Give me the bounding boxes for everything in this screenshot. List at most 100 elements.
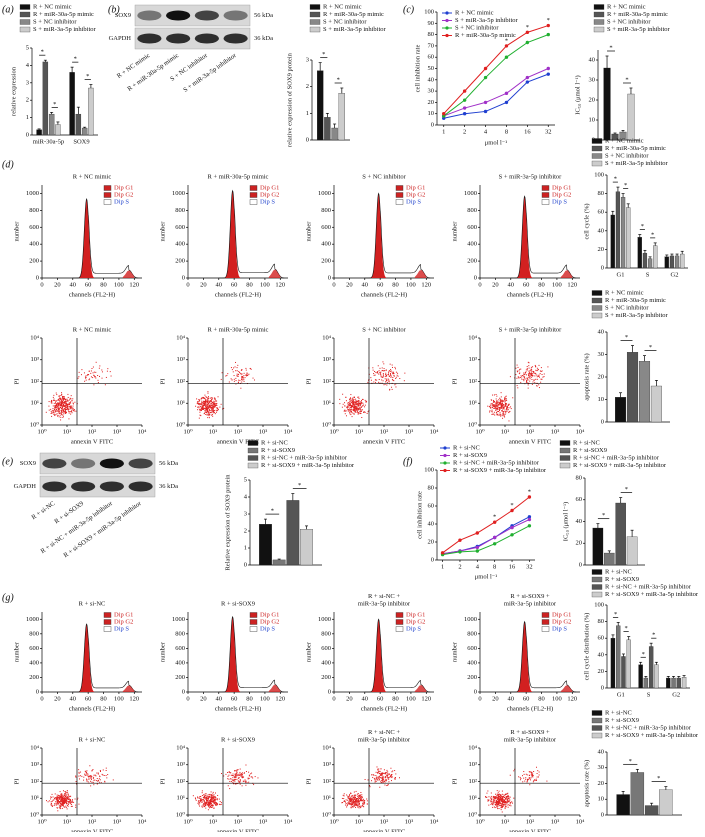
event-dot [491, 413, 493, 415]
event-dot [61, 410, 63, 412]
event-dot [503, 801, 505, 803]
event-dot [57, 407, 59, 409]
event-dot [66, 408, 68, 410]
event-dot [233, 779, 235, 781]
event-dot [81, 369, 83, 371]
event-dot [232, 777, 234, 779]
event-dot [62, 399, 64, 401]
x-tick-label: 32 [545, 128, 552, 135]
event-dot [355, 799, 357, 801]
event-dot [353, 410, 355, 412]
event-dot [65, 800, 67, 802]
event-dot [522, 781, 524, 783]
event-dot [211, 408, 213, 410]
event-dot [505, 395, 507, 397]
series-point [483, 109, 488, 114]
event-dot [382, 380, 384, 382]
event-dot [497, 800, 499, 802]
event-dot [492, 798, 494, 800]
event-dot [504, 399, 506, 401]
y-tick-label: 600 [321, 224, 331, 231]
x-tick-label: 10³ [113, 818, 122, 825]
event-dot [383, 368, 385, 370]
y-axis-label: number [13, 641, 20, 662]
event-dot [59, 414, 61, 416]
event-dot [524, 372, 526, 374]
event-dot [56, 802, 58, 804]
event-dot [61, 796, 63, 798]
event-dot [351, 803, 353, 805]
event-dot [536, 385, 538, 387]
x-tick-label: 60 [85, 281, 92, 288]
event-dot [55, 403, 57, 405]
event-dot [214, 797, 216, 799]
y-tick-label: 200 [467, 674, 477, 681]
event-dot [504, 806, 506, 808]
y-tick-label: 200 [29, 258, 39, 265]
event-dot [535, 366, 537, 368]
event-dot [509, 799, 511, 801]
y-tick-label: 10⁴ [30, 744, 40, 751]
event-dot [389, 374, 391, 376]
event-dot [217, 794, 219, 796]
event-dot [234, 770, 236, 772]
event-dot [360, 796, 362, 798]
event-dot [494, 796, 496, 798]
event-dot [358, 799, 360, 801]
event-dot [101, 369, 103, 371]
significance-mark: * [298, 482, 301, 489]
event-dot [505, 805, 507, 807]
event-dot [63, 396, 65, 398]
series-point [462, 98, 467, 102]
event-dot [203, 798, 205, 800]
event-dot [198, 400, 200, 402]
event-dot [59, 397, 61, 399]
event-dot [214, 405, 216, 407]
event-dot [493, 797, 495, 799]
bar [616, 794, 630, 816]
event-dot [107, 368, 109, 370]
event-dot [532, 371, 534, 373]
event-dot [209, 802, 211, 804]
histogram-g1-fill [370, 619, 387, 692]
significance-mark: * [86, 73, 89, 80]
event-dot [352, 801, 354, 803]
event-dot [64, 806, 66, 808]
event-dot [63, 396, 65, 398]
event-dot [377, 777, 379, 779]
event-dot [67, 791, 69, 793]
legend-swatch [591, 591, 603, 598]
event-dot [349, 401, 351, 403]
event-dot [202, 396, 204, 398]
event-dot [351, 799, 353, 801]
event-dot [363, 806, 365, 808]
event-dot [216, 402, 218, 404]
event-dot [63, 402, 65, 404]
event-dot [215, 803, 217, 805]
event-dot [251, 776, 253, 778]
event-dot [354, 408, 356, 410]
event-dot [239, 768, 241, 770]
event-dot [86, 778, 88, 780]
event-dot [199, 414, 201, 416]
y-tick-label: 40 [589, 56, 596, 63]
event-dot [55, 414, 57, 416]
event-dot [498, 797, 500, 799]
event-dot [209, 799, 211, 801]
event-dot [105, 775, 107, 777]
event-dot [486, 792, 488, 794]
event-dot [378, 770, 380, 772]
event-dot [349, 402, 351, 404]
event-dot [358, 795, 360, 797]
event-dot [381, 774, 383, 776]
legend-label: R + si-NC [573, 439, 600, 446]
event-dot [526, 780, 528, 782]
event-dot [382, 776, 384, 778]
event-dot [525, 371, 527, 373]
event-dot [240, 773, 242, 775]
event-dot [384, 777, 386, 779]
event-dot [363, 803, 365, 805]
event-dot [207, 391, 209, 393]
event-dot [343, 795, 345, 797]
y-tick-label: 10¹ [177, 795, 186, 802]
